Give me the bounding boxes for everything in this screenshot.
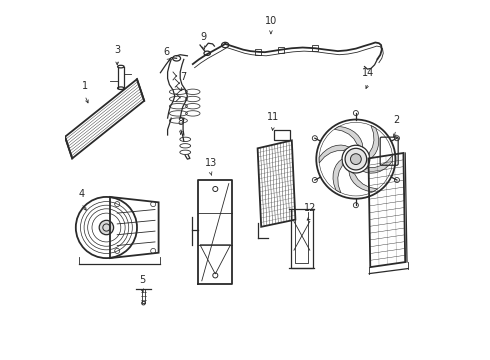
Circle shape: [345, 148, 367, 170]
Polygon shape: [363, 156, 392, 173]
Text: 14: 14: [362, 68, 374, 78]
Text: 3: 3: [114, 45, 120, 55]
Bar: [278, 47, 284, 53]
Text: 5: 5: [139, 275, 146, 285]
Text: 6: 6: [164, 47, 170, 57]
Text: 12: 12: [304, 203, 316, 213]
Text: 10: 10: [265, 16, 277, 26]
Bar: [274, 130, 290, 140]
Text: 11: 11: [267, 112, 279, 122]
Polygon shape: [369, 126, 379, 159]
Text: 1: 1: [82, 81, 88, 91]
Bar: [255, 49, 261, 55]
Polygon shape: [334, 126, 363, 147]
Text: 4: 4: [78, 189, 84, 199]
Text: 13: 13: [205, 158, 217, 168]
Polygon shape: [349, 171, 377, 192]
Text: 8: 8: [178, 117, 184, 127]
Text: 7: 7: [181, 72, 187, 82]
Polygon shape: [333, 159, 343, 193]
Circle shape: [350, 154, 361, 165]
Circle shape: [99, 220, 114, 235]
Text: 9: 9: [200, 32, 207, 42]
Bar: [312, 45, 318, 51]
Polygon shape: [319, 145, 349, 163]
Text: 2: 2: [393, 115, 399, 125]
